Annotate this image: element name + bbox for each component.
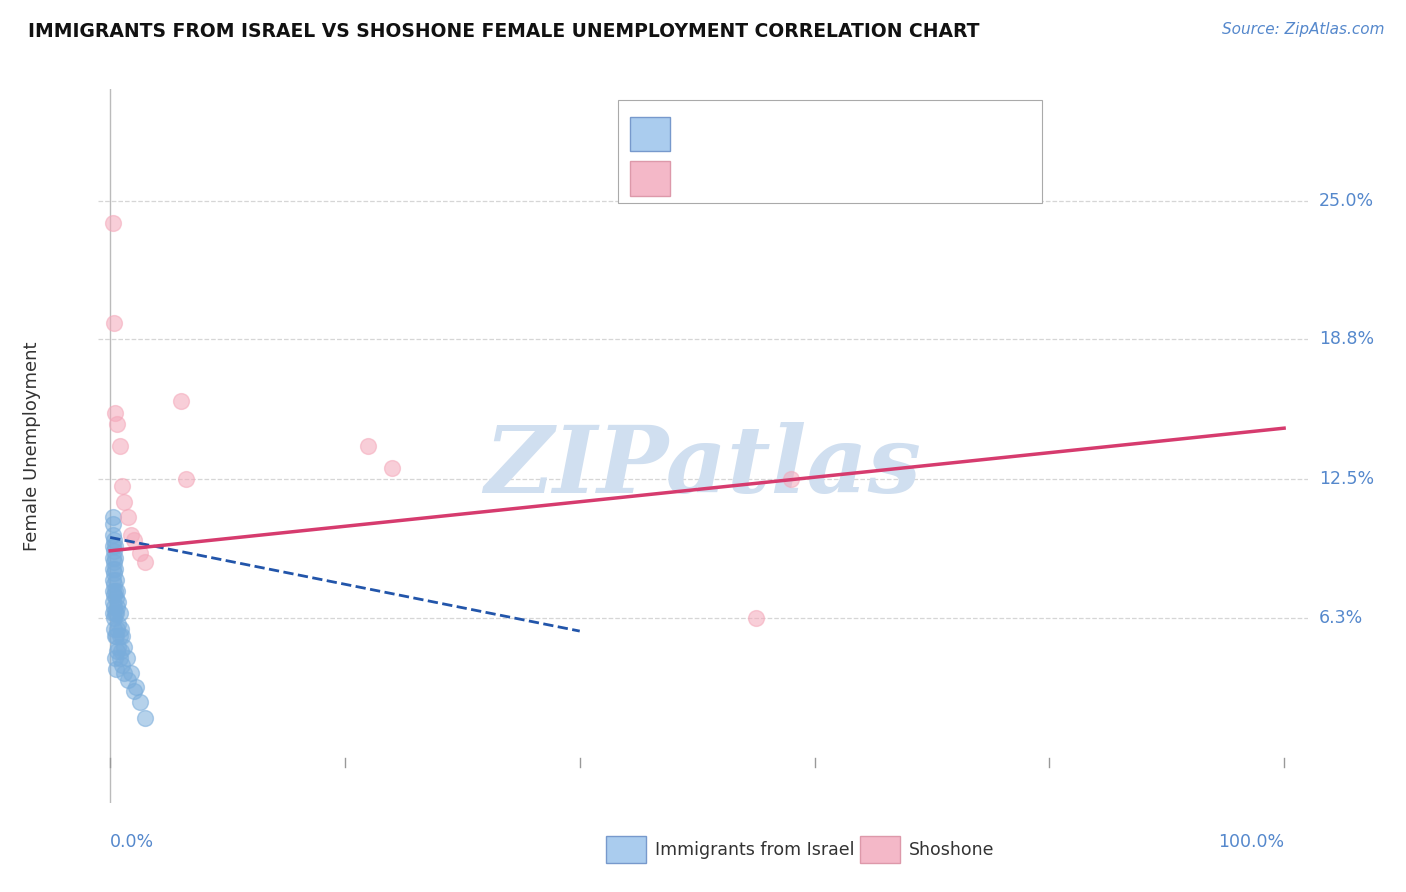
Point: [120, 666, 142, 681]
Point: [134, 711, 156, 725]
Point: [105, 644, 128, 658]
Point: [104, 405, 127, 419]
Text: 0.215: 0.215: [737, 169, 794, 187]
Point: [103, 566, 125, 580]
Point: [108, 439, 131, 453]
Point: [104, 607, 127, 621]
Point: [101, 539, 124, 553]
FancyBboxPatch shape: [860, 836, 900, 863]
Text: Shoshone: Shoshone: [908, 841, 994, 859]
Point: [108, 628, 131, 642]
Text: R =: R =: [685, 169, 730, 187]
Point: [101, 516, 124, 531]
Point: [105, 628, 128, 642]
Point: [105, 591, 128, 605]
Point: [122, 533, 145, 547]
Text: Immigrants from Israel: Immigrants from Israel: [655, 841, 853, 859]
Text: N =: N =: [810, 169, 860, 187]
Point: [101, 216, 124, 230]
Point: [134, 555, 156, 569]
Point: [111, 657, 134, 672]
Point: [101, 607, 124, 621]
Point: [169, 394, 191, 409]
Point: [105, 662, 128, 676]
Point: [120, 528, 142, 542]
Point: [107, 595, 129, 609]
Text: 100.0%: 100.0%: [1218, 833, 1284, 851]
Text: IMMIGRANTS FROM ISRAEL VS SHOSHONE FEMALE UNEMPLOYMENT CORRELATION CHART: IMMIGRANTS FROM ISRAEL VS SHOSHONE FEMAL…: [28, 22, 980, 41]
Point: [101, 583, 124, 598]
Point: [103, 610, 125, 624]
Text: 18.8%: 18.8%: [1319, 330, 1374, 348]
Point: [107, 617, 129, 632]
Point: [101, 528, 124, 542]
Point: [115, 651, 138, 665]
Point: [745, 610, 768, 624]
Point: [108, 607, 131, 621]
Text: -0.185: -0.185: [737, 125, 801, 143]
Point: [103, 555, 125, 569]
Point: [122, 684, 145, 698]
Text: 0.0%: 0.0%: [110, 833, 155, 851]
Point: [111, 479, 134, 493]
Text: N =: N =: [810, 125, 860, 143]
Text: 55: 55: [870, 125, 894, 143]
Point: [103, 599, 125, 614]
Point: [112, 640, 135, 654]
Text: 26: 26: [870, 169, 894, 187]
FancyBboxPatch shape: [630, 161, 671, 195]
Point: [112, 666, 135, 681]
Point: [104, 628, 127, 642]
Point: [104, 583, 127, 598]
Point: [104, 550, 127, 565]
Point: [125, 680, 148, 694]
FancyBboxPatch shape: [630, 117, 671, 152]
Point: [103, 577, 125, 591]
Point: [117, 510, 139, 524]
Point: [357, 439, 380, 453]
Point: [111, 628, 134, 642]
Point: [110, 622, 132, 636]
Text: 25.0%: 25.0%: [1319, 192, 1374, 210]
Point: [176, 472, 198, 486]
Point: [101, 550, 124, 565]
Text: ZIPatlas: ZIPatlas: [485, 423, 921, 512]
Point: [103, 622, 125, 636]
FancyBboxPatch shape: [606, 836, 647, 863]
Point: [103, 533, 125, 547]
Point: [105, 599, 128, 614]
Point: [101, 595, 124, 609]
Point: [103, 543, 125, 558]
Point: [105, 607, 128, 621]
Text: 12.5%: 12.5%: [1319, 470, 1374, 489]
Point: [103, 316, 125, 330]
Point: [101, 573, 124, 587]
Point: [105, 417, 128, 431]
Point: [128, 696, 150, 710]
Point: [104, 562, 127, 576]
Text: Source: ZipAtlas.com: Source: ZipAtlas.com: [1222, 22, 1385, 37]
Point: [128, 546, 150, 560]
Point: [103, 589, 125, 603]
Point: [105, 583, 128, 598]
Text: Female Unemployment: Female Unemployment: [22, 342, 41, 550]
FancyBboxPatch shape: [619, 100, 1042, 202]
Point: [104, 651, 127, 665]
Text: 6.3%: 6.3%: [1319, 608, 1362, 627]
Point: [381, 461, 404, 475]
Point: [108, 651, 131, 665]
Point: [105, 622, 128, 636]
Point: [105, 573, 128, 587]
Point: [780, 472, 803, 486]
Text: R =: R =: [685, 125, 724, 143]
Point: [107, 640, 129, 654]
Point: [101, 510, 124, 524]
Point: [110, 644, 132, 658]
Point: [104, 539, 127, 553]
Point: [112, 494, 135, 508]
Point: [101, 562, 124, 576]
Point: [117, 673, 139, 687]
